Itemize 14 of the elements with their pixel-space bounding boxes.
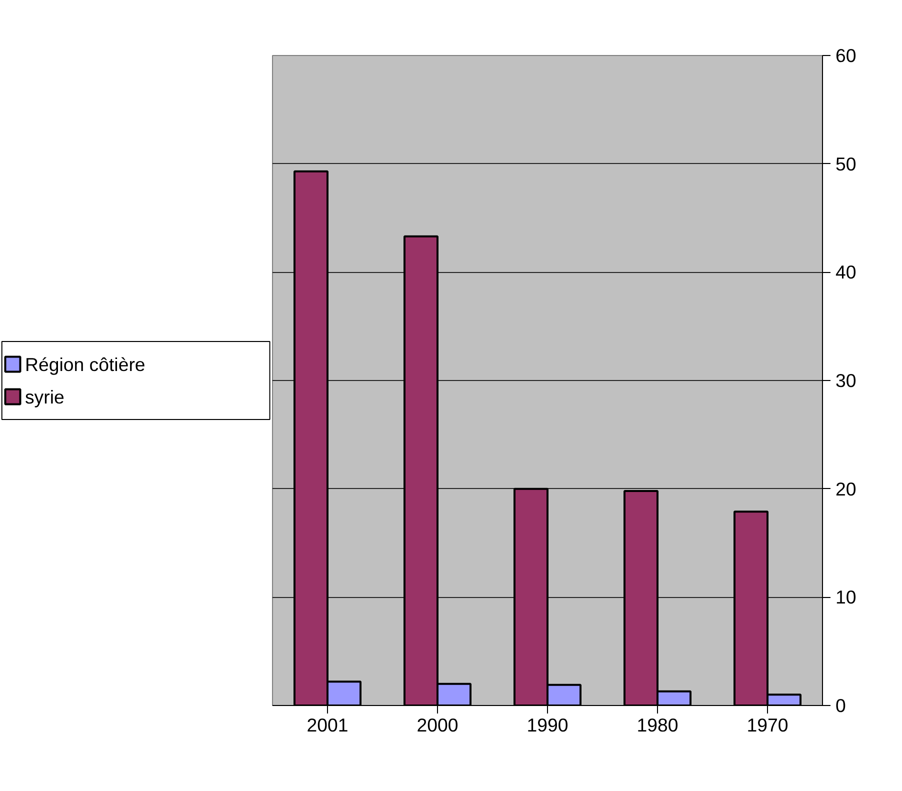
y-tick-label: 20: [836, 478, 856, 500]
x-tick-label: 2000: [416, 714, 458, 736]
y-tick-label: 10: [836, 586, 856, 608]
y-tick-label: 40: [836, 262, 856, 283]
legend-label: syrie: [24, 386, 64, 408]
y-tick-label: 0: [836, 695, 846, 716]
legend-label: Région côtière: [24, 354, 146, 375]
y-tick-label: 50: [836, 153, 856, 174]
x-tick-label: 1980: [636, 714, 678, 736]
y-tick-label: 30: [836, 370, 856, 391]
x-tick-label: 1970: [746, 714, 788, 736]
x-tick-label: 2001: [306, 714, 348, 736]
y-tick-label: 60: [836, 45, 856, 66]
x-tick-label: 1990: [526, 714, 568, 736]
